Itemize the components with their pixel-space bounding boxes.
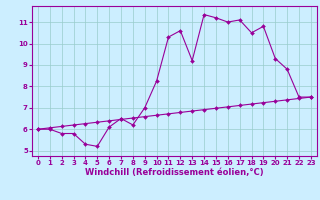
X-axis label: Windchill (Refroidissement éolien,°C): Windchill (Refroidissement éolien,°C): [85, 168, 264, 177]
